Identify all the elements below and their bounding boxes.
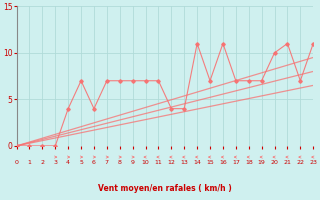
X-axis label: Vent moyen/en rafales ( km/h ): Vent moyen/en rafales ( km/h ): [98, 184, 232, 193]
